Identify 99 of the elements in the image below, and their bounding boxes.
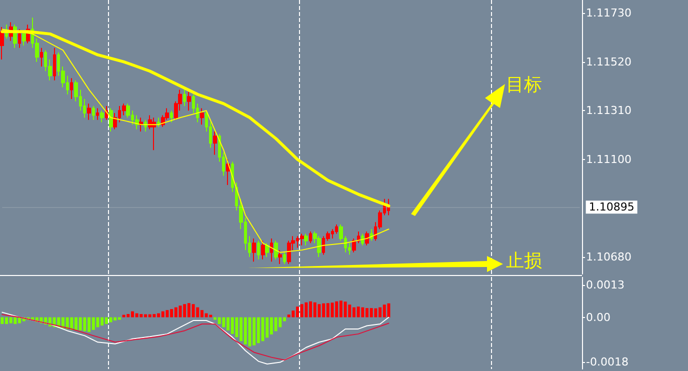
candlestick: [87, 103, 91, 120]
bar: [178, 306, 182, 318]
bar: [96, 317, 100, 328]
bar: [209, 314, 212, 318]
bar: [109, 317, 112, 322]
y-tick-label: 1.11310: [586, 104, 632, 118]
y-tick-label: -0.0018: [586, 356, 628, 369]
bar: [9, 317, 12, 324]
bar: [66, 317, 69, 329]
annotation: 止损: [506, 250, 542, 272]
bar: [92, 317, 95, 330]
candlestick: [187, 92, 191, 112]
bar: [166, 310, 169, 318]
bar: [261, 317, 264, 342]
bar: [356, 306, 360, 318]
bar: [14, 317, 17, 324]
bar: [204, 313, 208, 318]
y-tick-label: 1.11100: [586, 152, 632, 166]
candlestick: [213, 131, 217, 156]
bar: [161, 311, 164, 318]
candlestick: [278, 250, 282, 265]
bar: [222, 317, 226, 328]
bar: [114, 317, 117, 321]
candlestick: [183, 86, 186, 106]
candlestick: [387, 198, 390, 216]
candlestick: [109, 108, 113, 132]
bar: [78, 317, 82, 330]
annotation: 目标: [506, 74, 542, 96]
bar: [382, 304, 386, 318]
y-tick-label: 1.11520: [586, 55, 632, 68]
bar: [348, 304, 352, 318]
bar: [0, 317, 4, 324]
bar: [361, 307, 364, 318]
candlestick: [139, 117, 143, 132]
bar: [174, 307, 178, 318]
candlestick: [283, 252, 286, 265]
bar: [152, 314, 156, 318]
candlestick: [70, 78, 73, 100]
bar: [318, 304, 321, 318]
bar: [313, 302, 316, 318]
bar: [70, 317, 74, 330]
candlestick: [152, 117, 156, 151]
bar: [196, 307, 200, 318]
candlestick: [300, 233, 304, 246]
bar: [335, 301, 338, 318]
candlestick: [270, 238, 273, 262]
candlestick: [304, 233, 308, 246]
candlestick: [335, 224, 338, 234]
candlestick: [252, 238, 256, 262]
candlestick: [0, 26, 4, 60]
bar: [122, 314, 126, 318]
candlestick: [287, 240, 291, 265]
bar: [218, 317, 221, 324]
bar: [292, 310, 295, 318]
candlestick: [92, 105, 95, 120]
candlestick: [18, 28, 21, 48]
candlestick: [22, 31, 26, 46]
bar: [192, 304, 195, 318]
candlestick: [265, 242, 269, 258]
y-tick-label: 1.11730: [586, 6, 632, 20]
bar: [126, 314, 130, 318]
candlestick: [309, 230, 312, 244]
candlestick: [40, 47, 43, 67]
candlestick: [317, 236, 321, 258]
candlestick: [100, 110, 104, 123]
bar: [83, 317, 86, 332]
bar: [287, 314, 290, 318]
bar: [140, 314, 143, 318]
bar: [266, 317, 269, 338]
bar: [304, 302, 308, 318]
bar: [244, 317, 247, 344]
ref-line-label: 1.10895: [588, 200, 634, 214]
candlestick: [261, 240, 265, 260]
bar: [278, 317, 282, 328]
bar: [274, 317, 278, 332]
bar: [344, 302, 347, 318]
bar: [300, 304, 304, 318]
candlestick: [170, 110, 173, 123]
candlestick: [274, 240, 278, 260]
candlestick: [365, 230, 369, 246]
candlestick: [157, 117, 160, 128]
bar: [230, 317, 234, 334]
bar: [235, 317, 238, 338]
candlestick: [200, 108, 204, 126]
candlestick: [53, 47, 56, 81]
bar: [370, 308, 373, 318]
bar: [374, 308, 378, 318]
candlestick: [96, 108, 99, 120]
bar: [148, 314, 152, 318]
bar: [248, 317, 252, 346]
y-tick-label: 0.0013: [586, 278, 624, 292]
bar: [135, 313, 138, 318]
y-tick-label: 1.10680: [586, 250, 632, 264]
candlestick: [257, 240, 260, 260]
bar: [387, 303, 390, 318]
bar: [118, 317, 121, 320]
y-tick-label: 0.00: [586, 310, 610, 324]
bar: [330, 302, 334, 318]
candlestick: [226, 158, 230, 186]
